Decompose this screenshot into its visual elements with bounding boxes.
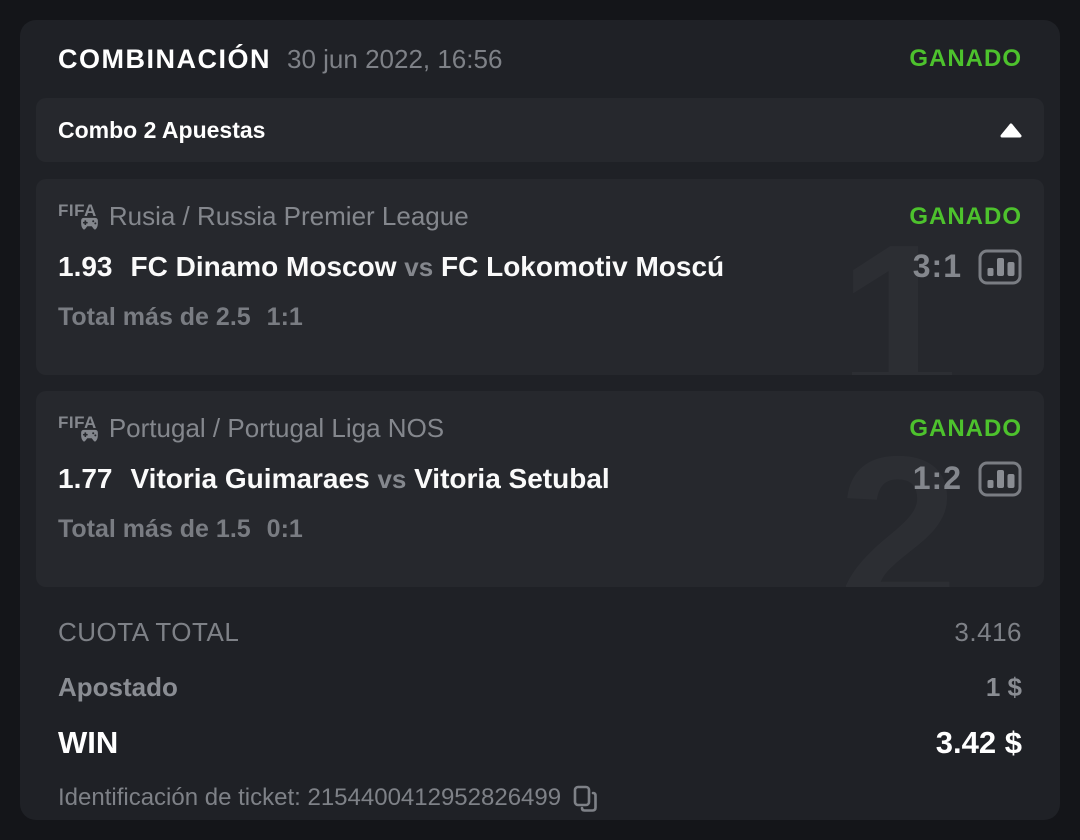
combo-collapse-bar[interactable]: Combo 2 Apuestas [36,98,1044,162]
bet-number-watermark: 1 [838,199,958,375]
match-score: 1:2 [912,460,962,496]
vs-separator: vs [377,463,407,494]
stats-icon[interactable] [978,461,1022,497]
match-teams: Vitoria Guimaraes vs Vitoria Setubal [131,463,610,495]
bet-status-badge: GANADO [909,202,1022,230]
stake-value: 1 $ [985,672,1022,702]
gamepad-icon [80,217,99,230]
bet-odds: 1.93 [58,250,113,282]
copy-icon[interactable] [573,785,597,813]
ticket-type-title: COMBINACIÓN [58,43,271,74]
combo-label: Combo 2 Apuestas [58,116,266,143]
total-odds-label: CUOTA TOTAL [58,617,240,647]
market-selection: Total más de 1.5 [58,515,251,543]
ticket-status-badge: GANADO [909,45,1022,72]
market-score: 0:1 [266,515,303,543]
bet-ticket-panel: COMBINACIÓN 30 jun 2022, 16:56 GANADO Co… [20,20,1060,820]
ticket-id: Identificación de ticket: 21544004129528… [58,784,562,811]
total-odds-value: 3.416 [954,617,1022,647]
bet-odds: 1.77 [58,462,113,494]
stake-label: Apostado [58,672,178,702]
ticket-header: COMBINACIÓN 30 jun 2022, 16:56 GANADO [36,20,1044,98]
stats-icon[interactable] [978,249,1022,285]
match-score: 3:1 [912,248,962,284]
win-value: 3.42 $ [935,725,1022,760]
gamepad-icon [80,429,99,442]
fifa-esports-icon: FIFA [58,414,99,442]
ticket-id-number: 2154400412952826499 [307,784,562,811]
ticket-summary: CUOTA TOTAL 3.416 Apostado 1 $ WIN 3.42 … [36,603,1044,813]
bet-card-1: 1 FIFA Rusia / Russia Premier League GAN… [36,179,1044,375]
league-name: Portugal / Portugal Liga NOS [108,413,445,443]
win-label: WIN [58,725,119,760]
league-name: Rusia / Russia Premier League [108,201,469,231]
market-selection: Total más de 2.5 [58,303,251,331]
bet-status-badge: GANADO [909,414,1022,442]
home-team: Vitoria Guimaraes [130,462,370,494]
ticket-date: 30 jun 2022, 16:56 [287,43,503,74]
away-team: FC Lokomotiv Moscú [441,250,725,282]
away-team: Vitoria Setubal [414,462,610,494]
home-team: FC Dinamo Moscow [130,250,397,282]
bet-number-watermark: 2 [838,411,958,587]
match-teams: FC Dinamo Moscow vs FC Lokomotiv Moscú [131,251,725,283]
market-score: 1:1 [266,303,303,331]
fifa-esports-icon: FIFA [58,202,99,230]
chevron-up-icon[interactable] [1000,123,1022,138]
bet-card-2: 2 FIFA Portugal / Portugal Liga NOS GANA… [36,391,1044,587]
vs-separator: vs [404,251,434,282]
